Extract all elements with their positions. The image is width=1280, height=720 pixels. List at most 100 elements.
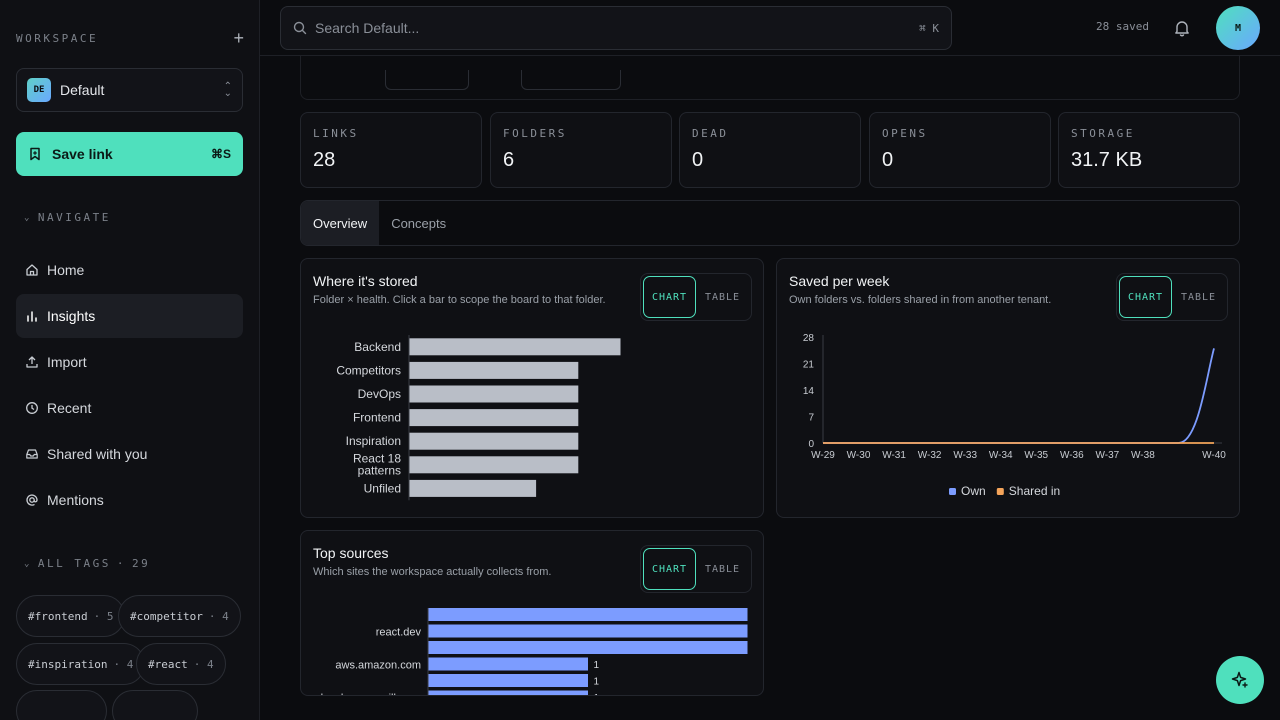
chart-bar — [409, 479, 537, 497]
clock-icon — [25, 401, 39, 415]
sidebar-item-mentions[interactable]: Mentions — [16, 478, 243, 522]
sidebar-item-shared[interactable]: Shared with you — [16, 432, 243, 476]
tag-chip[interactable] — [16, 690, 107, 720]
y-tick-label: 0 — [808, 439, 814, 450]
view-toggle: CHART TABLE — [640, 273, 752, 321]
tag-chip[interactable]: #frontend · 5 — [16, 595, 126, 637]
sources-card: Top sources Which sites the workspace ac… — [300, 530, 764, 696]
save-link-shortcut: ⌘S — [210, 147, 231, 161]
avatar[interactable]: M — [1216, 6, 1260, 50]
chart-bar — [409, 385, 579, 403]
workspace-badge: DE — [27, 78, 51, 102]
chart-bar — [409, 409, 579, 427]
chart-view-button[interactable]: CHART — [643, 548, 697, 590]
add-workspace-icon[interactable]: + — [233, 28, 244, 48]
tag-name: #inspiration — [28, 657, 108, 671]
y-tick-label: 7 — [808, 413, 814, 424]
tag-chip[interactable] — [112, 690, 198, 720]
sidebar-item-recent[interactable]: Recent — [16, 386, 243, 430]
tag-chip[interactable]: #competitor · 4 — [118, 595, 241, 637]
stat-card-opens: OPENS 0 — [869, 112, 1051, 188]
search-shortcut: ⌘ K — [919, 21, 939, 35]
sidebar-item-import[interactable]: Import — [16, 340, 243, 384]
tab-overview[interactable]: Overview — [301, 201, 380, 245]
bar-chart-icon — [25, 309, 39, 323]
top-bar: Search Default... ⌘ K 28 saved M — [260, 0, 1280, 56]
stat-value: 0 — [882, 149, 894, 171]
tags-count: 29 — [132, 557, 151, 570]
x-tick-label: W-37 — [1096, 450, 1120, 461]
card-subtitle: Own folders vs. folders shared in from a… — [789, 294, 1052, 306]
tag-name: #react — [148, 657, 188, 671]
tags-section-toggle[interactable]: ⌄ ALL TAGS · 29 — [24, 557, 150, 570]
filter-pill[interactable] — [385, 70, 469, 90]
x-tick-label: W-36 — [1060, 450, 1084, 461]
tag-count: · 4 — [113, 657, 134, 671]
chart-category-label: Competitors — [336, 363, 401, 377]
chart-category-label: Backend — [354, 340, 401, 354]
bell-icon[interactable] — [1172, 18, 1192, 38]
bookmark-icon — [30, 147, 40, 161]
x-tick-label: W-33 — [953, 450, 977, 461]
sidebar-item-label: Shared with you — [47, 446, 148, 462]
tags-label: ALL TAGS — [37, 557, 111, 570]
table-view-button[interactable]: TABLE — [704, 563, 741, 575]
legend-swatch — [996, 488, 1004, 495]
sidebar-item-insights[interactable]: Insights — [16, 294, 243, 338]
save-link-label: Save link — [52, 146, 113, 162]
chart-category-label: Inspiration — [346, 434, 401, 448]
x-tick-label: W-38 — [1131, 450, 1155, 461]
save-link-button[interactable]: Save link ⌘S — [16, 132, 243, 176]
sidebar-item-label: Insights — [47, 308, 96, 324]
sidebar: WORKSPACE + DE Default ⌃ ⌄ Save link ⌘S ⌄… — [0, 0, 260, 720]
tag-name: #frontend — [28, 609, 88, 623]
chart-data-label: 1 — [594, 693, 600, 696]
workspace-select[interactable]: DE Default ⌃ ⌄ — [16, 68, 243, 112]
filter-pill[interactable] — [521, 70, 621, 90]
search-input[interactable]: Search Default... — [315, 20, 420, 36]
weekly-line-chart: 0 7 14 21 28 W-29 W-30 W-31 W-32 W-33 W-34 W-35 W-36… — [803, 333, 1226, 498]
table-view-button[interactable]: TABLE — [1180, 291, 1217, 303]
legend-label: Own — [961, 484, 986, 498]
chart-view-button[interactable]: CHART — [1119, 276, 1173, 318]
tag-chip[interactable]: #react · 4 — [136, 643, 226, 685]
x-tick-label: W-35 — [1024, 450, 1048, 461]
x-tick-label: W-30 — [847, 450, 871, 461]
chart-category-label: developer.mozilla.org — [317, 693, 421, 697]
chart-category-label: Frontend — [353, 411, 401, 425]
chart-category-label: aws.amazon.com — [335, 660, 421, 672]
search-box[interactable]: Search Default... ⌘ K — [280, 6, 952, 50]
weekly-card: Saved per week Own folders vs. folders s… — [776, 258, 1240, 518]
x-tick-label: W-29 — [811, 450, 835, 461]
chevron-down-icon: ⌄ — [24, 212, 32, 223]
workspace-header: WORKSPACE + — [16, 28, 244, 48]
sidebar-item-label: Home — [47, 262, 85, 278]
navigate-label: NAVIGATE — [37, 211, 111, 224]
ai-assistant-button[interactable] — [1216, 656, 1264, 704]
insights-tabs: Overview Concepts — [300, 200, 1240, 246]
search-icon — [293, 21, 307, 35]
tag-chip[interactable]: #inspiration · 4 — [16, 643, 146, 685]
chart-bar — [428, 674, 588, 687]
legend-swatch — [949, 488, 956, 495]
tag-name: #competitor — [130, 609, 203, 623]
workspace-label: WORKSPACE — [16, 31, 99, 45]
x-tick-label: W-40 — [1202, 450, 1226, 461]
navigate-section-toggle[interactable]: ⌄ NAVIGATE — [24, 211, 111, 224]
sidebar-item-home[interactable]: Home — [16, 248, 243, 292]
tab-concepts[interactable]: Concepts — [391, 215, 447, 231]
chart-view-button[interactable]: CHART — [643, 276, 697, 318]
chart-data-label: 1 — [594, 660, 600, 671]
card-subtitle: Folder × health. Click a bar to scope th… — [313, 294, 606, 306]
stat-label: OPENS — [882, 127, 928, 140]
tag-count: · 4 — [193, 657, 214, 671]
chart-category-label: DevOps — [358, 387, 401, 401]
series-line — [823, 348, 1215, 444]
x-tick-label: W-32 — [918, 450, 942, 461]
stat-value: 31.7 KB — [1071, 149, 1143, 171]
stat-card-folders: FOLDERS 6 — [490, 112, 672, 188]
view-toggle: CHART TABLE — [1116, 273, 1228, 321]
tag-count: · 4 — [208, 609, 229, 623]
stat-label: DEAD — [692, 127, 729, 140]
table-view-button[interactable]: TABLE — [704, 291, 741, 303]
